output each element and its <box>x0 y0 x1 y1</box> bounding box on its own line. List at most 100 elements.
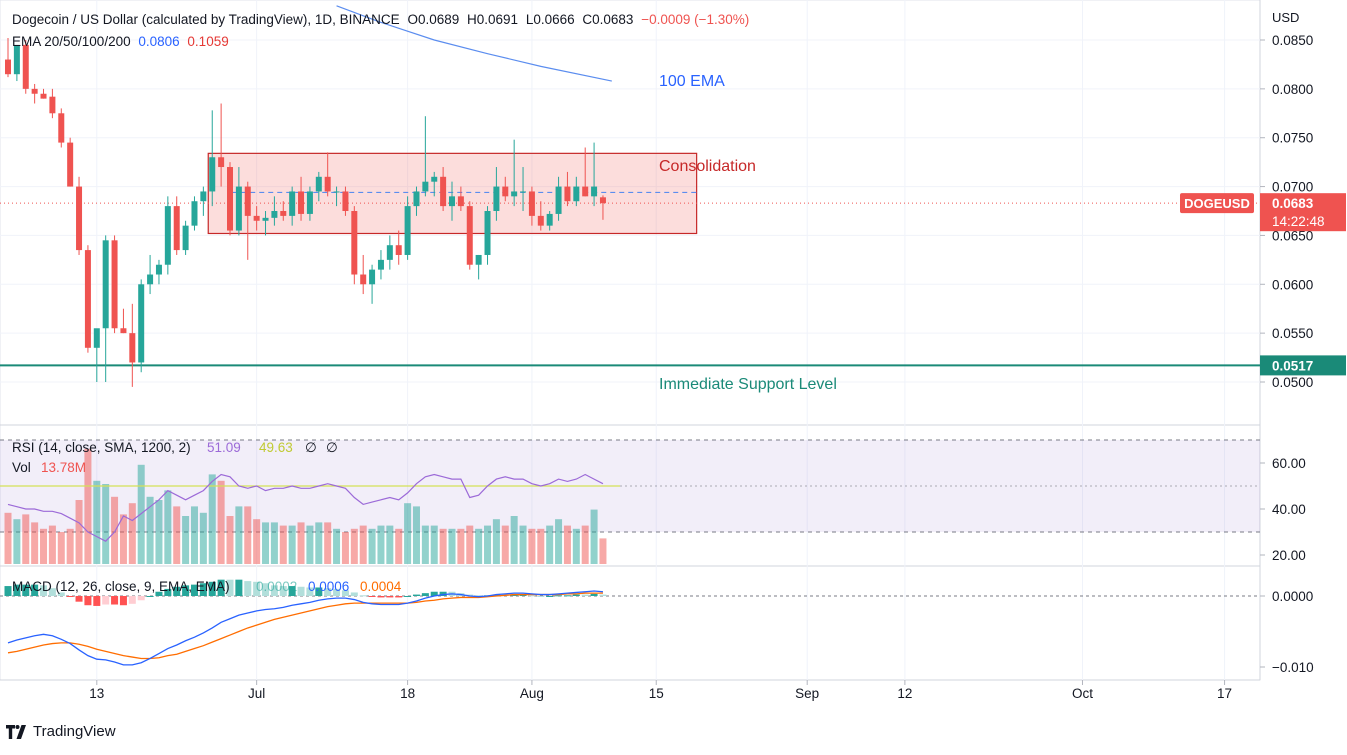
candle-body <box>5 59 11 75</box>
candle-body <box>599 197 606 204</box>
volume-bar <box>386 525 394 564</box>
macd-histogram-bar <box>31 584 39 596</box>
volume-bar <box>128 503 136 564</box>
candle-body <box>564 186 571 202</box>
candle-body <box>431 176 438 182</box>
x-tick-label: Oct <box>1072 686 1093 701</box>
candle-body <box>111 240 118 329</box>
volume-bar <box>119 514 127 564</box>
candle-body <box>120 328 127 334</box>
candle-body <box>84 250 91 348</box>
candle-body <box>227 167 233 231</box>
candle-body <box>582 186 589 197</box>
macd-histogram-bar <box>75 596 83 602</box>
macd-histogram-bar <box>270 585 278 596</box>
candle-body <box>164 206 171 265</box>
macd-histogram-bar <box>492 594 500 596</box>
volume-bar <box>350 528 358 564</box>
tradingview-brand: TradingView <box>33 723 116 740</box>
candle-body <box>360 274 367 285</box>
candle-body <box>591 186 598 197</box>
candle-body <box>449 196 455 207</box>
macd-histogram-bar <box>466 594 474 596</box>
macd-histogram-bar <box>208 581 216 596</box>
volume-bar <box>199 512 207 564</box>
tradingview-logo[interactable]: TradingView <box>6 723 116 740</box>
volume-bar <box>315 522 323 564</box>
volume-bar <box>412 506 420 564</box>
candle-body <box>244 186 251 216</box>
volume-bar <box>546 525 554 564</box>
change-value: −0.0009 (−1.30%) <box>641 12 750 27</box>
candle-body <box>466 206 473 265</box>
macd-histogram-bar <box>155 591 163 596</box>
rsi-empty-1: ∅ <box>305 440 317 455</box>
volume-bar <box>324 522 332 564</box>
candle-body <box>93 328 100 348</box>
x-tick-label: Sep <box>795 686 819 701</box>
volume-bar <box>572 528 580 564</box>
x-tick-label: 15 <box>649 686 664 701</box>
macd-histogram-bar <box>199 583 207 596</box>
macd-histogram-bar <box>84 596 92 606</box>
volume-bar <box>421 525 429 564</box>
macd-histogram-bar <box>510 594 518 596</box>
countdown-label: 14:22:48 <box>1272 214 1325 229</box>
candle-body <box>289 191 296 216</box>
macd-histogram-bar <box>93 596 101 606</box>
volume-bar <box>217 480 225 564</box>
ema-annotation: 100 EMA <box>659 73 725 90</box>
volume-bar <box>288 525 296 564</box>
plot-frame <box>0 0 1261 681</box>
macd-histogram-bar <box>48 588 56 596</box>
volume-bar <box>48 525 56 564</box>
macd-histogram-bar <box>164 588 172 596</box>
support-price-tag <box>1260 355 1346 376</box>
macd-histogram-bar <box>475 595 483 597</box>
x-tick-label: 13 <box>89 686 104 701</box>
x-tick-label: Aug <box>520 686 544 701</box>
macd-histogram-bar <box>359 595 367 597</box>
x-tick-label: 12 <box>897 686 912 701</box>
macd-histogram-bar <box>13 584 21 596</box>
volume-bar <box>430 525 438 564</box>
volume-bar <box>40 528 48 564</box>
chart-header: Dogecoin / US Dollar (calculated by Trad… <box>12 12 753 27</box>
macd-histogram-bar <box>137 596 145 601</box>
rsi-value: 51.09 <box>207 440 241 455</box>
macd-histogram-bar <box>572 594 580 596</box>
volume-bar <box>22 514 30 564</box>
candle-body <box>511 191 518 197</box>
candle-body <box>413 191 420 207</box>
candle-body <box>351 211 358 275</box>
candle-body <box>404 206 411 255</box>
macd-histogram-bar <box>288 586 296 596</box>
volume-bar <box>537 528 545 564</box>
candle-body <box>395 245 402 255</box>
volume-bar <box>182 516 190 564</box>
volume-value: 13.78M <box>41 460 86 475</box>
volume-bar <box>306 525 314 564</box>
candle-body <box>377 259 384 270</box>
volume-bar <box>590 509 598 564</box>
candle-body <box>76 186 83 251</box>
volume-bar <box>208 474 216 564</box>
candle-body <box>218 157 225 168</box>
rsi-tick-label: 20.00 <box>1272 548 1306 563</box>
volume-bar <box>253 519 261 564</box>
volume-bar <box>226 516 234 564</box>
volume-bar <box>57 532 65 564</box>
symbol-label: DOGEUSD <box>1184 196 1250 211</box>
volume-bar <box>599 538 607 564</box>
volume-bar <box>466 525 474 564</box>
macd-histogram-bar <box>324 588 332 596</box>
macd-histogram-bar <box>555 595 563 597</box>
candle-body <box>155 264 162 275</box>
macd-histogram-bar <box>430 591 438 596</box>
ema-legend[interactable]: EMA 20/50/100/200 0.0806 0.1059 <box>12 34 233 49</box>
volume-bar <box>501 525 509 564</box>
candle-body <box>200 191 207 202</box>
macd-histogram-bar <box>102 596 110 605</box>
candle-body <box>147 274 154 285</box>
